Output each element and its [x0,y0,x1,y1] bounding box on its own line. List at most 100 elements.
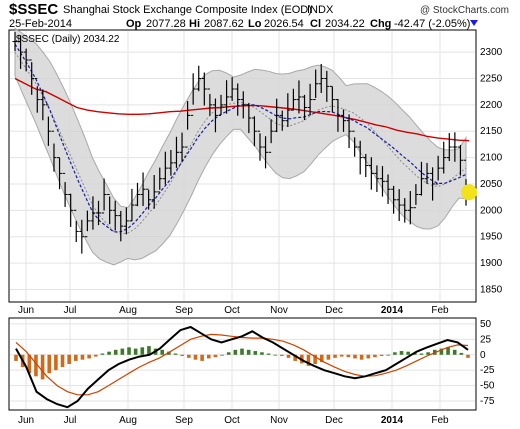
macd-histogram-bar [107,351,111,355]
price-tick-label: 2200 [480,100,503,111]
macd-histogram-bar [280,354,284,356]
price-tick-label: 1900 [480,258,503,269]
macd-histogram-bar [80,354,85,360]
macd-histogram-bar [306,354,311,366]
macd-histogram-bar [386,354,391,356]
macd-tick-label: -25 [480,365,495,376]
macd-date-label: Feb [431,415,449,426]
macd-histogram-bar [273,354,278,356]
low-value: 2026.54 [264,18,304,30]
macd-histogram-bar [346,354,351,358]
price-tick-label: 2100 [480,153,503,164]
macd-histogram-bar [54,354,58,371]
macd-histogram-bar [399,351,404,355]
macd-histogram-bar [366,354,371,359]
macd-histogram-bar [167,351,171,355]
macd-histogram-bar [260,352,264,355]
macd-histogram-bar [140,347,145,355]
price-date-label: Aug [119,305,137,316]
macd-histogram-bar [187,354,191,358]
macd-histogram-bar [246,349,251,355]
macd-histogram-bar [339,354,344,357]
macd-histogram-bar [313,354,317,364]
macd-histogram-bar [120,348,125,355]
macd-panel [8,317,477,411]
change-value: -42.47 (-2.05%) [394,18,470,30]
macd-histogram-bar [206,354,211,359]
macd-axis: 50 25 0 -25 -50 -75 [480,319,495,407]
close-value: 2034.22 [325,18,365,30]
chart-date: 25-Feb-2014 [9,18,72,30]
chart-exchange: INDX [307,4,334,16]
macd-tick-label: 50 [480,319,492,330]
macd-histogram-bar [100,353,105,355]
long-moving-average [14,77,470,142]
macd-histogram-bar [60,354,65,368]
macd-histogram-bar [452,349,457,355]
macd-tick-label: 25 [480,334,492,345]
price-date-label: Jun [18,305,34,316]
macd-histogram-bar [213,354,218,358]
moving-averages [14,43,470,233]
macd-date-label: Oct [224,415,240,426]
price-date-label: Nov [270,305,288,316]
series-legend: $SSEC (Daily) 2034.22 [16,34,120,45]
chart-symbol: $SSEC [9,1,58,18]
macd-histogram-bar [14,354,18,361]
macd-histogram-bar [67,354,71,364]
macd-histogram-bar [359,354,364,360]
price-tick-label: 1850 [480,284,503,295]
macd-tick-label: 0 [480,350,486,361]
macd-histogram-bar [40,354,45,380]
macd-histogram-bar [393,352,397,355]
macd-histogram-bar [93,354,98,357]
price-date-label: Feb [431,305,449,316]
macd-histogram-bar [87,354,91,359]
macd-histogram-bar [180,354,184,356]
price-tick-label: 2000 [480,205,503,216]
macd-line [15,325,469,409]
macd-histogram-bar [286,354,291,358]
price-axis: 1850 1900 1950 2000 2050 2100 2150 2200 2250 2300 [480,47,503,295]
macd-date-label: Jun [18,415,34,426]
macd-histogram-bar [220,354,224,356]
macd-histogram-bar [319,354,324,363]
macd-tick-label: -75 [480,396,495,407]
price-tick-label: 2150 [480,126,503,137]
macd-histogram-bar [113,349,118,355]
signal-line [15,333,469,396]
macd-histogram-bar [233,349,238,355]
price-tick-label: 1950 [480,232,503,243]
macd-histogram-bar [193,354,198,360]
price-tick-label: 2250 [480,73,503,84]
price-date-label: Jul [64,305,77,316]
macd-histogram-bar [160,349,165,355]
macd-histogram-bar [133,348,138,355]
macd-date-label: 2014 [381,415,404,426]
macd-histogram-bar [326,354,331,360]
macd-histogram-bar [439,348,444,355]
low-label: Lo [248,18,262,30]
price-tick-label: 2050 [480,179,503,190]
change-label: Chg [370,18,391,30]
chart-name: Shanghai Stock Exchange Composite Index … [63,4,312,16]
macd-histogram-bar [253,351,258,355]
macd-histogram-bar [47,354,52,374]
macd-histogram-bar [74,354,78,361]
macd-histogram-bar [240,348,244,355]
open-value: 2077.28 [146,18,186,30]
macd-histogram-bar [173,353,178,355]
macd-date-axis: Jun Jul Aug Sep Oct Nov Dec 2014 Feb [18,415,449,426]
macd-histogram-bar [266,353,271,355]
macd-date-label: Dec [325,415,343,426]
price-tick-label: 2300 [480,47,503,58]
price-date-label: 2014 [381,305,404,316]
open-label: Op [126,18,142,30]
macd-histogram-bar [466,354,470,358]
last-close-marker [461,184,477,201]
macd-histogram-bar [379,354,384,356]
macd-date-label: Nov [270,415,288,426]
price-bars [12,32,477,254]
macd-date-label: Jul [64,415,77,426]
